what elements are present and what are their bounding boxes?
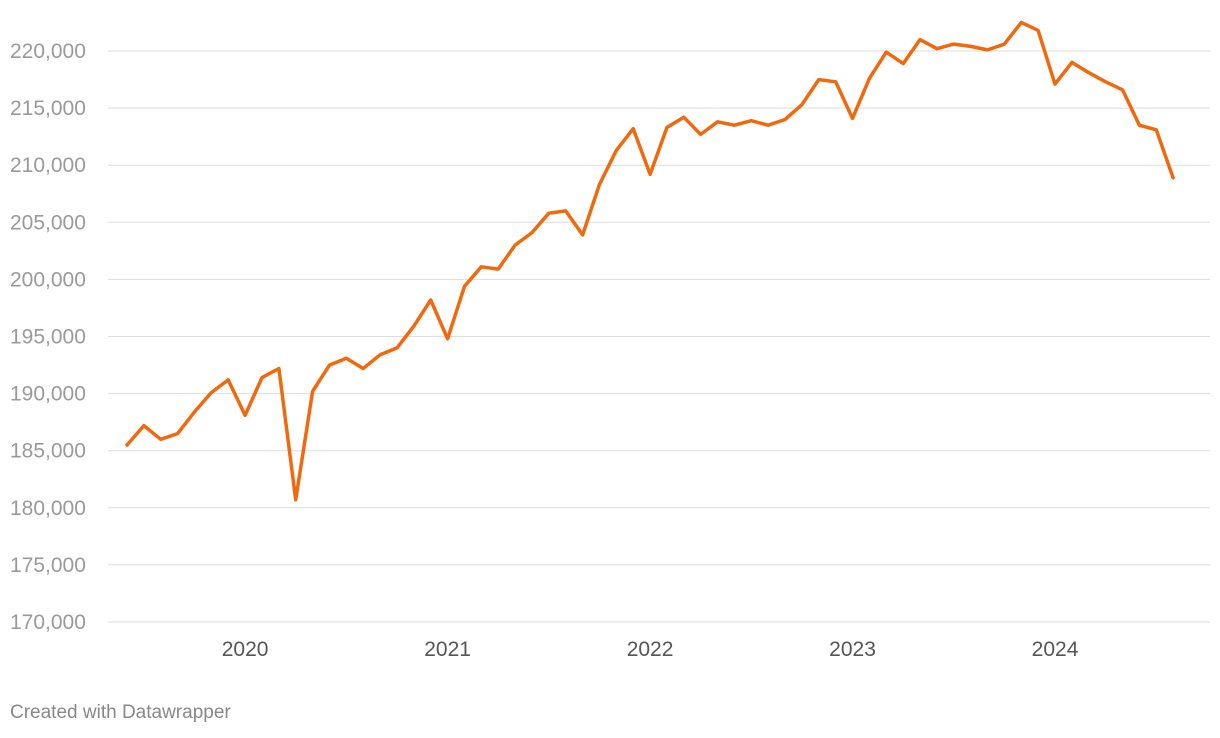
x-tick-label: 2023 xyxy=(829,638,876,661)
grid-lines xyxy=(108,50,1210,623)
y-tick-label: 190,000 xyxy=(10,383,86,406)
x-tick-label: 2021 xyxy=(424,638,471,661)
x-tick-label: 2020 xyxy=(222,638,269,661)
line-chart: 170,000 175,000 180,000 185,000 190,000 195,0… xyxy=(10,20,1210,661)
y-tick-label: 215,000 xyxy=(10,97,86,120)
y-tick-label: 175,000 xyxy=(10,554,86,577)
series-line xyxy=(125,20,1175,502)
y-tick-label: 185,000 xyxy=(10,440,86,463)
y-tick-label: 170,000 xyxy=(10,611,86,634)
y-tick-label: 205,000 xyxy=(10,211,86,234)
y-axis-tick-labels: 170,000 175,000 180,000 185,000 190,000 195,0… xyxy=(10,40,86,634)
x-axis-tick-labels: 2020 2021 2022 2023 2024 xyxy=(222,638,1079,661)
y-tick-label: 195,000 xyxy=(10,326,86,349)
y-tick-label: 220,000 xyxy=(10,40,86,63)
y-tick-label: 200,000 xyxy=(10,268,86,291)
series-layer xyxy=(125,20,1175,502)
y-tick-label: 210,000 xyxy=(10,154,86,177)
x-tick-label: 2022 xyxy=(627,638,674,661)
x-tick-label: 2024 xyxy=(1032,638,1079,661)
datawrapper-credit: Created with Datawrapper xyxy=(10,702,231,723)
y-tick-label: 180,000 xyxy=(10,497,86,520)
